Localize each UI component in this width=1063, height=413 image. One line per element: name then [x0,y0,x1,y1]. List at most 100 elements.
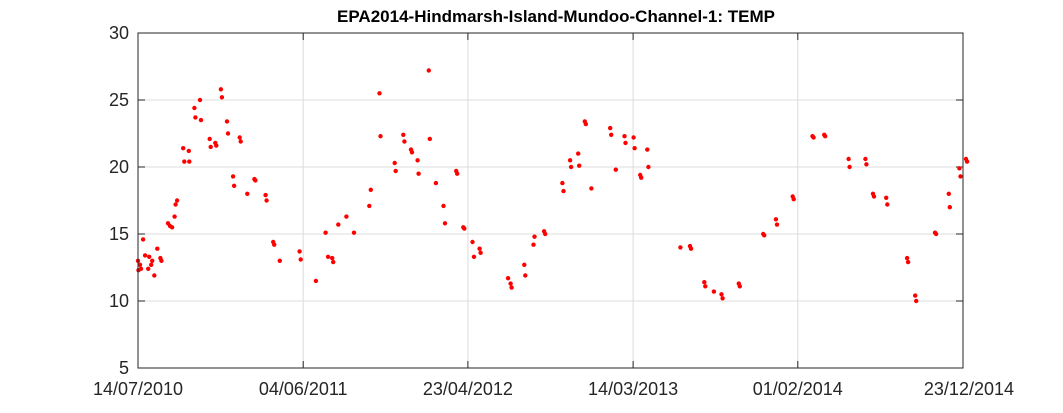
data-point [470,239,475,245]
data-point [263,192,268,198]
data-point [947,205,952,210]
data-point [238,139,243,144]
data-point [245,191,250,196]
data-point [964,159,970,164]
data-point [608,125,613,131]
data-point [904,255,910,261]
data-point [905,259,911,265]
data-point [137,262,143,267]
data-point [187,159,192,164]
data-point [477,246,482,251]
data-point [864,162,869,167]
data-point [142,253,148,258]
data-points [135,68,970,304]
data-point [532,234,537,239]
y-tick-label: 5 [119,358,129,378]
data-point [589,186,594,191]
data-point [568,164,574,170]
plot-area [137,32,964,369]
data-point [561,188,566,194]
data-point [609,132,614,137]
data-point [181,146,186,151]
data-point [846,156,851,162]
data-point [442,221,448,226]
data-point [762,233,767,238]
data-point [531,242,536,247]
data-point [159,258,164,263]
data-point [631,135,636,140]
data-point [377,91,382,96]
data-point [415,158,420,163]
data-point [471,254,477,259]
data-point [253,178,258,183]
data-point [678,245,683,250]
data-point [173,202,178,207]
data-point [149,262,154,267]
data-point [958,174,963,179]
y-tick-label: 25 [109,90,129,110]
data-point [885,202,890,207]
tick-labels: 5 10 15 20 25 30 14/07/2010 04/06/2011 23/04/201… [93,23,1014,399]
data-point [169,225,175,230]
x-tick-label: 23/12/2014 [924,379,1014,399]
data-point [455,171,460,176]
data-point [847,164,852,170]
data-point [297,249,302,254]
data-point [577,163,582,168]
data-point [378,134,383,139]
data-point [478,250,483,255]
y-tick-label: 15 [109,224,129,244]
data-point [946,191,951,196]
data-point [140,237,146,242]
data-point [737,284,742,289]
data-point [368,187,373,192]
data-point [719,292,724,297]
data-point [613,167,618,172]
data-point [193,115,198,120]
data-point [325,254,331,259]
data-point [323,230,328,235]
data-point [155,246,160,251]
data-point [198,117,204,123]
data-point [913,293,918,298]
data-point [401,132,406,137]
chart-title: EPA2014-Hindmarsh-Island-Mundoo-Channel-… [337,7,775,26]
data-point [367,203,372,209]
data-point [711,289,717,294]
data-point [560,180,565,186]
data-point [871,194,877,199]
data-point [192,105,197,111]
data-point [720,296,725,301]
data-point [623,140,628,146]
y-tick-label: 30 [109,23,129,43]
data-point [208,144,213,150]
data-point [639,175,644,180]
data-point [622,134,627,139]
data-point [774,222,780,227]
data-point [462,226,467,231]
data-point [884,195,889,200]
data-point [646,164,651,170]
data-point [811,135,816,140]
data-point [344,214,349,219]
data-point [914,298,919,304]
data-point [426,68,431,73]
data-point [336,222,341,227]
data-point [543,231,548,237]
data-point [632,146,637,151]
data-point [231,183,237,188]
data-point [505,276,511,281]
data-point [433,180,439,186]
data-point [427,136,432,142]
data-point [863,156,868,162]
x-tick-label: 23/04/2012 [423,379,513,399]
data-point [330,255,335,261]
data-point [214,143,219,148]
data-point [150,258,155,263]
data-point [313,278,319,284]
data-point [237,135,242,140]
data-point [264,198,269,203]
data-point [703,284,708,289]
data-point [773,217,779,222]
data-point [933,231,939,237]
